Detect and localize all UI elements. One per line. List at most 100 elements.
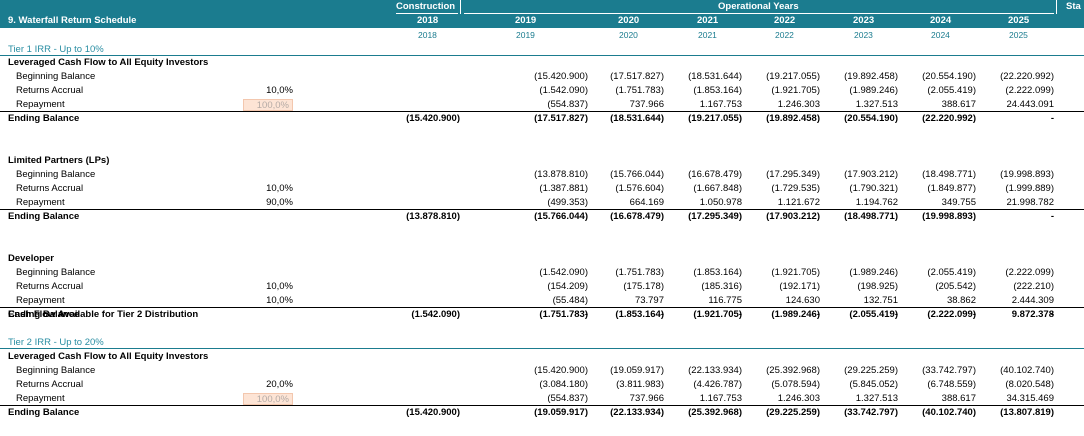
value-cell[interactable]: (15.766.044) [534,211,588,222]
value-cell[interactable]: (1.790.321) [849,183,898,194]
value-cell[interactable]: (1.989.246) [849,267,898,278]
value-cell[interactable]: (17.517.827) [534,113,588,124]
value-cell[interactable]: (1.751.783) [615,267,664,278]
group-name[interactable]: Developer [8,253,54,264]
value-cell[interactable]: 388.617 [941,393,976,404]
value-cell[interactable]: 116.775 [708,295,742,306]
value-cell[interactable]: 1.050.978 [699,197,742,208]
value-cell[interactable]: (1.921.705) [693,309,742,320]
value-cell[interactable]: (1.921.705) [771,85,820,96]
value-cell[interactable]: (198.925) [857,281,898,292]
value-cell[interactable]: - [660,309,664,320]
value-cell[interactable]: (2.222.099) [1005,267,1054,278]
value-cell[interactable]: (5.078.594) [771,379,820,390]
value-cell[interactable]: 124.630 [785,295,820,306]
value-cell[interactable]: 1.327.513 [855,99,898,110]
value-cell[interactable]: (205.542) [935,281,976,292]
value-cell[interactable]: (20.554.190) [922,71,976,82]
value-cell[interactable]: (222.210) [1013,281,1054,292]
value-cell[interactable]: (18.531.644) [610,113,664,124]
value-cell[interactable]: (185.316) [701,281,742,292]
ending-label[interactable]: Ending Balance [8,407,80,418]
value-cell[interactable]: (29.225.259) [844,365,898,376]
value-cell[interactable]: (1.849.877) [927,183,976,194]
value-cell[interactable]: (192.171) [779,281,820,292]
value-cell[interactable]: - [972,309,976,320]
value-cell[interactable]: 1.121.672 [777,197,820,208]
row-label[interactable]: Returns Accrual [16,85,84,96]
value-cell[interactable]: (175.178) [623,281,664,292]
value-cell[interactable]: (2.222.099) [1005,85,1054,96]
value-cell[interactable]: (1.542.090) [539,85,588,96]
value-cell[interactable]: 1.194.762 [855,197,898,208]
group-name[interactable]: Leveraged Cash Flow to All Equity Invest… [8,351,209,362]
value-cell[interactable]: (1.989.246) [849,85,898,96]
value-cell[interactable]: 349.755 [941,197,976,208]
value-cell[interactable]: (1.751.783) [539,309,588,320]
value-cell[interactable]: 34.315.469 [1006,393,1054,404]
row-label[interactable]: Beginning Balance [16,169,96,180]
percent-input[interactable]: 100,0% [243,393,293,405]
value-cell[interactable]: (15.420.900) [406,113,460,124]
percent-input[interactable]: 10,0% [266,85,293,96]
value-cell[interactable]: (17.295.349) [688,211,742,222]
row-label[interactable]: Returns Accrual [16,379,84,390]
value-cell[interactable]: 1.327.513 [855,393,898,404]
value-cell[interactable]: (1.853.164) [693,85,742,96]
value-cell[interactable]: 2.444.309 [1011,295,1054,306]
value-cell[interactable]: (18.498.771) [922,169,976,180]
value-cell[interactable]: (13.807.819) [1000,407,1054,418]
value-cell[interactable]: (499.353) [547,197,588,208]
value-cell[interactable]: (1.667.848) [693,183,742,194]
value-cell[interactable]: 388.617 [941,99,976,110]
value-cell[interactable]: (154.209) [547,281,588,292]
value-cell[interactable]: (4.426.787) [693,379,742,390]
row-label[interactable]: Repayment [16,197,65,208]
value-cell[interactable]: (16.678.479) [688,169,742,180]
value-cell[interactable]: - [894,309,898,320]
value-cell[interactable]: (22.133.934) [610,407,664,418]
value-cell[interactable]: 1.167.753 [699,99,742,110]
tier2-title[interactable]: Tier 2 IRR - Up to 20% [8,337,104,348]
value-cell[interactable]: (3.084.180) [539,379,588,390]
value-cell[interactable]: (20.554.190) [844,113,898,124]
value-cell[interactable]: (2.055.419) [849,309,898,320]
value-cell[interactable]: (6.748.559) [927,379,976,390]
value-cell[interactable]: 737.966 [629,99,664,110]
value-cell[interactable]: (22.220.992) [1000,71,1054,82]
value-cell[interactable]: (16.678.479) [610,211,664,222]
ending-label[interactable]: Ending Balance [8,211,80,222]
value-cell[interactable]: (19.892.458) [844,71,898,82]
row-label[interactable]: Returns Accrual [16,281,84,292]
percent-input[interactable]: 10,0% [266,183,293,194]
value-cell[interactable]: (19.059.917) [534,407,588,418]
value-cell[interactable]: (13.878.810) [406,211,460,222]
value-cell[interactable]: (1.576.604) [615,183,664,194]
value-cell[interactable]: (1.921.705) [771,267,820,278]
ending-label[interactable]: Ending Balance [8,309,80,320]
value-cell[interactable]: (18.498.771) [844,211,898,222]
value-cell[interactable]: 38.862 [946,295,976,306]
percent-input[interactable]: 100,0% [243,99,293,111]
value-cell[interactable]: 24.443.091 [1006,99,1054,110]
row-label[interactable]: Returns Accrual [16,183,84,194]
value-cell[interactable]: (1.542.090) [539,267,588,278]
value-cell[interactable]: (18.531.644) [688,71,742,82]
value-cell[interactable]: (8.020.548) [1005,379,1054,390]
value-cell[interactable]: - [1050,211,1054,222]
value-cell[interactable]: (1.751.783) [615,85,664,96]
value-cell[interactable]: (25.392.968) [766,365,820,376]
value-cell[interactable]: (5.845.052) [849,379,898,390]
value-cell[interactable]: (1.542.090) [411,309,460,320]
value-cell[interactable]: - [738,309,742,320]
percent-input[interactable]: 90,0% [266,197,293,208]
cash-available-label[interactable]: Cash Flow Available for Tier 2 Distribut… [8,309,199,320]
row-label[interactable]: Beginning Balance [16,267,96,278]
value-cell[interactable]: (19.998.893) [922,211,976,222]
value-cell[interactable]: (1.999.889) [1005,183,1054,194]
value-cell[interactable]: (15.420.900) [406,407,460,418]
value-cell[interactable]: (1.853.164) [615,309,664,320]
value-cell[interactable]: (17.517.827) [610,71,664,82]
value-cell[interactable]: 664.169 [629,197,664,208]
value-cell[interactable]: (19.217.055) [766,71,820,82]
